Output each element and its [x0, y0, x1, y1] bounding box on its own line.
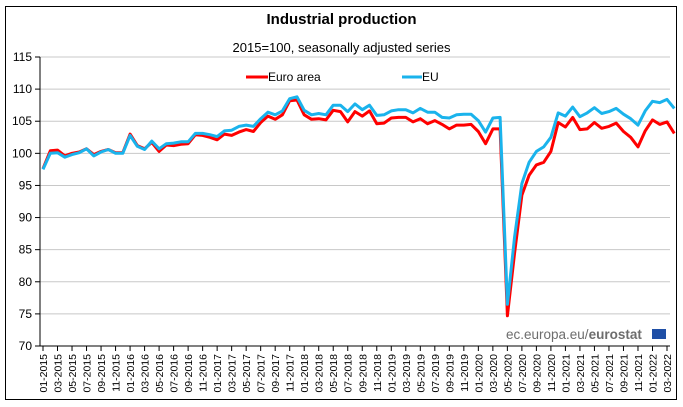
x-tick-label: 07-2015 [82, 354, 94, 393]
x-tick-label: 11-2018 [372, 354, 384, 392]
x-tick-label: 03-2021 [575, 354, 587, 393]
y-tick-label: 80 [19, 275, 33, 289]
x-tick-label: 03-2015 [53, 354, 65, 393]
eurostat-watermark: ec.europa.eu/eurostat [506, 327, 666, 342]
x-tick-label: 01-2022 [647, 354, 659, 393]
x-tick-label: 11-2015 [111, 354, 123, 392]
y-tick-label: 115 [13, 50, 32, 64]
x-tick-label: 11-2019 [459, 354, 471, 392]
x-tick-label: 11-2021 [633, 354, 645, 392]
y-tick-label: 100 [12, 146, 32, 160]
legend: Euro area EU [246, 70, 439, 84]
gridlines [40, 56, 670, 315]
y-tick-label: 85 [19, 243, 33, 257]
x-tick-label: 01-2018 [299, 354, 311, 393]
watermark-prefix: ec.europa.eu/ [506, 327, 589, 342]
x-tick-label: 01-2017 [212, 354, 224, 393]
x-tick-label: 03-2019 [401, 354, 413, 393]
x-tick-label: 07-2017 [256, 354, 268, 393]
chart-frame [5, 6, 677, 400]
legend-label-euro-area: Euro area [268, 70, 321, 84]
y-tick-label: 110 [13, 82, 32, 96]
x-tick-label: 01-2015 [38, 354, 50, 393]
y-tick-label: 105 [12, 114, 32, 128]
x-tick-label: 01-2021 [560, 354, 572, 393]
x-tick-label: 01-2016 [125, 354, 137, 393]
chart-subtitle: 2015=100, seasonally adjusted series [232, 40, 451, 55]
eu-flag-icon [652, 329, 666, 339]
series-line-euro-area [41, 98, 676, 318]
y-tick-label: 95 [19, 178, 33, 192]
x-tick-label: 05-2017 [241, 354, 253, 393]
x-tick-label: 05-2020 [502, 354, 514, 393]
x-tick-label: 03-2022 [662, 354, 674, 393]
x-tick-label: 09-2016 [183, 354, 195, 393]
x-tick-label: 09-2017 [270, 354, 282, 393]
watermark-brand: eurostat [589, 327, 643, 342]
x-tick-label: 05-2015 [67, 354, 79, 393]
x-tick-label: 01-2019 [386, 354, 398, 393]
x-tick-label: 05-2018 [328, 354, 340, 393]
x-tick-label: 07-2021 [604, 354, 616, 393]
chart-title: Industrial production [266, 11, 417, 28]
legend-label-eu: EU [422, 70, 439, 84]
x-tick-label: 09-2020 [531, 354, 543, 393]
x-tick-label: 11-2020 [546, 354, 558, 392]
y-tick-label: 70 [19, 339, 33, 353]
x-tick-label: 01-2020 [473, 354, 485, 393]
x-tick-label: 03-2016 [140, 354, 152, 393]
x-tick-label: 05-2016 [154, 354, 166, 393]
x-tick-label: 07-2016 [169, 354, 181, 393]
x-tick-label: 11-2016 [198, 354, 210, 392]
series-line-eu [41, 95, 676, 306]
y-axis: 70 75 80 85 90 95 100 105 110 115 [12, 50, 41, 353]
x-tick-label: 03-2018 [314, 354, 326, 393]
x-tick-label: 09-2019 [444, 354, 456, 393]
x-tick-label: 05-2021 [589, 354, 601, 393]
x-tick-label: 03-2020 [488, 354, 500, 393]
x-tick-label: 07-2019 [430, 354, 442, 393]
x-tick-label: 07-2018 [343, 354, 355, 393]
x-tick-label: 09-2018 [357, 354, 369, 393]
x-tick-label: 07-2020 [517, 354, 529, 393]
svg-text:ec.europa.eu/eurostat: ec.europa.eu/eurostat [506, 327, 642, 342]
series-lines [41, 95, 676, 318]
x-tick-label: 11-2017 [285, 354, 297, 392]
y-tick-label: 90 [19, 211, 33, 225]
x-tick-label: 05-2019 [415, 354, 427, 393]
x-tick-label: 09-2015 [96, 354, 108, 393]
x-tick-label: 09-2021 [618, 354, 630, 393]
x-tick-label: 03-2017 [227, 354, 239, 393]
y-tick-label: 75 [19, 307, 33, 321]
x-axis: 01-2015 03-2015 05-2015 07-2015 09-2015 11-20… [38, 345, 674, 393]
